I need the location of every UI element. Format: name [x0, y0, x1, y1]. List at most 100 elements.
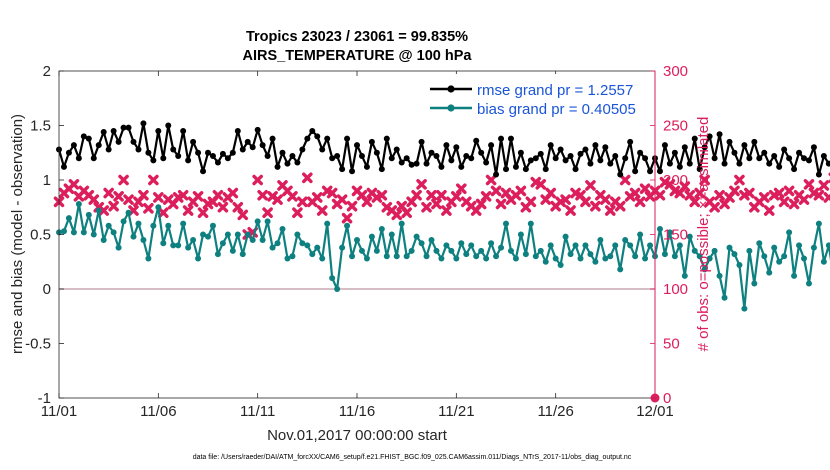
obs-count-marker: [426, 189, 437, 201]
rmse-point: [696, 166, 703, 173]
rmse-point: [433, 153, 440, 160]
chart-subtitle: AIRS_TEMPERATURE @ 100 hPa: [242, 48, 472, 64]
rmse-point: [383, 135, 390, 142]
rmse-point: [547, 142, 554, 149]
bias-point: [214, 251, 221, 258]
obs-count-marker: [813, 189, 825, 201]
x-tick-label: 12/01: [636, 403, 674, 420]
y-tick-label-right: 0: [663, 390, 671, 407]
rmse-point: [408, 161, 415, 168]
y-axis-label-left: rmse and bias (model - observation): [9, 114, 26, 354]
bias-point: [557, 262, 564, 269]
bias-point: [324, 220, 331, 227]
bias-point: [741, 305, 748, 312]
bias-point: [428, 236, 435, 243]
x-tick-label: 11/26: [537, 403, 573, 420]
bias-point: [229, 247, 236, 254]
rmse-point: [150, 157, 157, 164]
obs-count-marker: [778, 196, 790, 208]
rmse-point: [423, 160, 430, 167]
bias-point: [771, 244, 778, 251]
bias-point: [284, 255, 291, 262]
obs-count-marker: [798, 194, 810, 205]
y-tick-label-left: -0.5: [25, 336, 51, 353]
bias-point: [592, 258, 599, 265]
rmse-point: [503, 166, 509, 173]
bias-point: [547, 242, 554, 249]
rmse-point: [751, 138, 758, 145]
bias-point: [155, 204, 162, 211]
rmse-point: [572, 166, 579, 173]
rmse-point: [815, 171, 822, 178]
rmse-point: [309, 127, 316, 134]
y-tick-label-left: 1.5: [30, 118, 51, 135]
rmse-point: [180, 127, 187, 134]
obs-count-marker: [654, 189, 666, 201]
bias-point: [661, 251, 668, 258]
rmse-point: [483, 159, 490, 166]
obs-count-marker: [346, 200, 358, 212]
bias-point: [463, 251, 470, 258]
bias-point: [478, 247, 485, 254]
obs-count-marker: [734, 174, 745, 186]
rmse-point: [731, 149, 738, 156]
bias-point: [731, 251, 738, 258]
bias-point: [219, 240, 226, 247]
rmse-point: [796, 149, 803, 156]
bias-point: [537, 247, 544, 254]
bias-point: [244, 231, 251, 238]
rmse-point: [334, 153, 341, 160]
obs-count-marker: [600, 194, 611, 205]
rmse-point: [592, 142, 599, 149]
rmse-point: [358, 153, 365, 160]
rmse-point: [622, 155, 629, 162]
obs-count-marker: [88, 194, 100, 205]
obs-count-marker: [391, 209, 403, 221]
obs-count-marker: [138, 189, 149, 201]
bias-point: [115, 244, 122, 251]
obs-count-marker: [441, 205, 452, 216]
bias-point: [766, 269, 773, 276]
bias-point: [205, 233, 211, 240]
obs-count-marker: [788, 198, 800, 210]
obs-count-marker: [252, 174, 263, 186]
bias-point: [810, 244, 817, 251]
bias-point: [413, 233, 420, 240]
rmse-point: [214, 159, 221, 166]
bias-point: [224, 231, 231, 238]
bias-point: [443, 242, 450, 249]
bias-point: [388, 231, 395, 238]
y-tick-label-right: 50: [663, 336, 680, 353]
obs-count-marker: [619, 174, 631, 186]
obs-count-marker: [694, 187, 705, 199]
bias-point: [190, 236, 197, 243]
bias-point: [368, 233, 375, 240]
bias-point: [527, 220, 534, 227]
bias-point: [602, 255, 609, 262]
obs-count-marker: [456, 183, 467, 195]
rmse-point: [388, 155, 395, 162]
bias-point: [552, 255, 559, 262]
bias-point: [200, 231, 207, 238]
bias-point: [721, 294, 728, 301]
rmse-point: [805, 157, 812, 164]
bias-point: [175, 242, 182, 249]
bias-point: [289, 253, 296, 260]
rmse-point: [453, 144, 460, 151]
bias-point: [408, 247, 415, 254]
bias-point: [110, 229, 117, 236]
y-tick-label-right: 300: [663, 63, 688, 80]
bias-point: [597, 236, 604, 243]
bias-point: [334, 286, 341, 292]
obs-count-marker: [565, 205, 576, 216]
bias-point: [363, 255, 370, 262]
bias-point: [239, 251, 246, 258]
obs-count-marker: [699, 174, 710, 186]
bias-point: [180, 220, 187, 227]
rmse-point: [542, 166, 549, 173]
rmse-point: [676, 163, 683, 170]
rmse-point: [776, 163, 783, 170]
rmse-point: [562, 157, 569, 164]
obs-count-marker: [585, 180, 596, 191]
bias-point: [319, 255, 326, 262]
